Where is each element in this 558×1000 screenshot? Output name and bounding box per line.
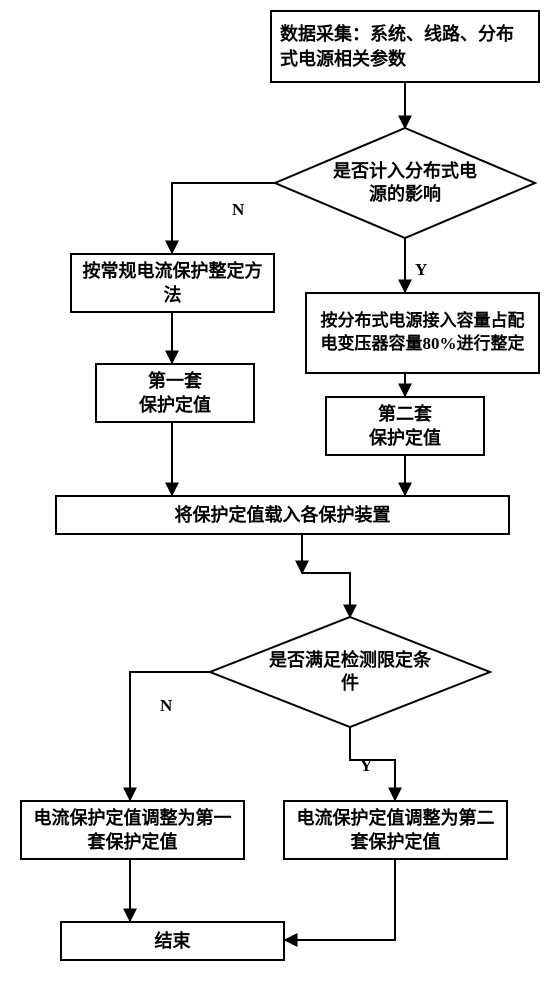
node-text: 数据采集：系统、线路、分布式电源相关参数 [280,22,530,71]
node-data-collection: 数据采集：系统、线路、分布式电源相关参数 [270,10,540,83]
label-d1-no: N [232,200,244,220]
node-adjust-first: 电流保护定值调整为第一套保护定值 [20,800,245,860]
label-d1-yes: Y [415,260,427,280]
decision-detection-condition: 是否满足检测限定条件 [263,628,437,716]
node-text: 电流保护定值调整为第一套保护定值 [30,806,235,855]
node-conventional-method: 按常规电流保护整定方法 [70,253,275,313]
node-first-set: 第一套 保护定值 [95,363,255,423]
node-text: 电流保护定值调整为第二套保护定值 [293,806,498,855]
node-distributed-80pct: 按分布式电源接入容量占配电变压器容量80%进行整定 [305,292,540,374]
node-text: 结束 [155,929,191,953]
flowchart-canvas: 数据采集：系统、线路、分布式电源相关参数 按常规电流保护整定方法 按分布式电源接… [0,0,558,1000]
decision-text: 是否计入分布式电源的影响 [324,160,485,207]
node-second-set: 第二套 保护定值 [325,396,485,456]
node-text-line1: 第一套 [139,369,211,393]
label-d2-no: N [160,696,172,716]
node-text-line1: 第二套 [369,402,441,426]
node-text: 将保护定值载入各保护装置 [175,503,391,527]
node-text-line2: 保护定值 [139,393,211,417]
label-d2-yes: Y [360,756,372,776]
node-adjust-second: 电流保护定值调整为第二套保护定值 [283,800,508,860]
node-load-settings: 将保护定值载入各保护装置 [55,495,510,535]
decision-text: 是否满足检测限定条件 [263,649,437,696]
node-text: 按常规电流保护整定方法 [80,259,265,308]
node-text: 按分布式电源接入容量占配电变压器容量80%进行整定 [315,310,530,356]
node-end: 结束 [60,921,285,961]
node-text-line2: 保护定值 [369,426,441,450]
decision-include-distributed: 是否计入分布式电源的影响 [324,139,485,227]
